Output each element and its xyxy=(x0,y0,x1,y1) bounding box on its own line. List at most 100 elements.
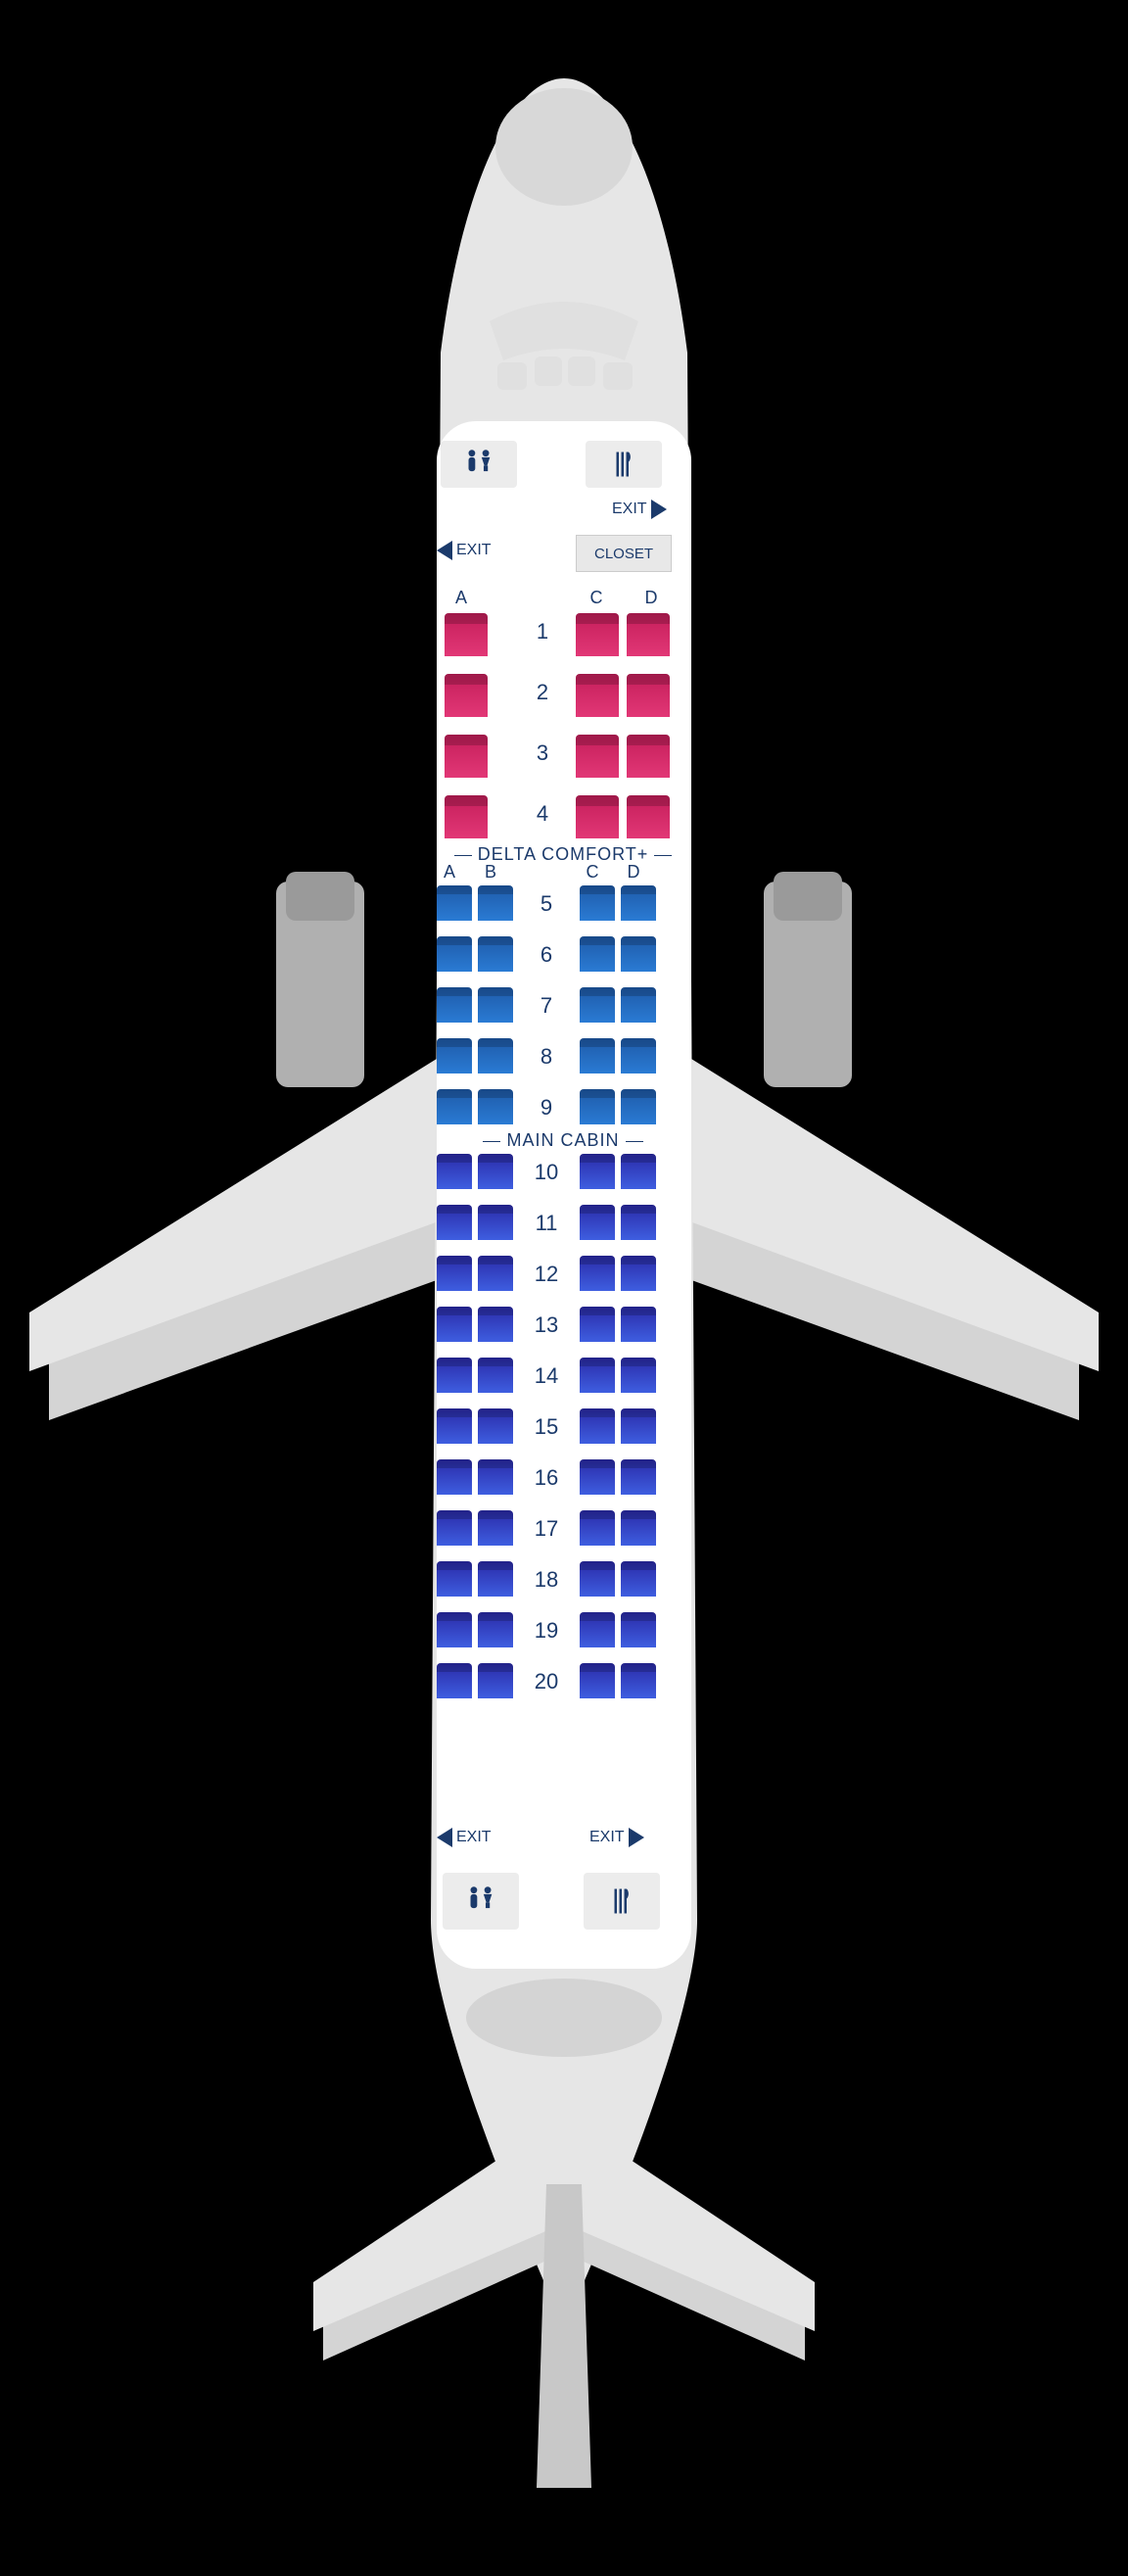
seat-19D[interactable] xyxy=(621,1612,656,1647)
seat-11C[interactable] xyxy=(580,1205,615,1240)
seat-1A[interactable] xyxy=(445,613,488,656)
seat-12A[interactable] xyxy=(437,1256,472,1291)
seat-4D[interactable] xyxy=(627,795,670,838)
seat-3A[interactable] xyxy=(445,735,488,778)
seat-18D[interactable] xyxy=(621,1561,656,1597)
seat-9D[interactable] xyxy=(621,1089,656,1124)
seat-15A[interactable] xyxy=(437,1408,472,1444)
arrow-left-icon xyxy=(437,1828,452,1847)
seat-16A[interactable] xyxy=(437,1459,472,1495)
seat-3C[interactable] xyxy=(576,735,619,778)
seat-17A[interactable] xyxy=(437,1510,472,1546)
main-cabin-label: MAIN CABIN xyxy=(431,1130,695,1151)
seat-12B[interactable] xyxy=(478,1256,513,1291)
row-number: 1 xyxy=(523,619,562,644)
seat-11D[interactable] xyxy=(621,1205,656,1240)
seat-14B[interactable] xyxy=(478,1358,513,1393)
seat-6A[interactable] xyxy=(437,936,472,972)
row-number: 7 xyxy=(527,993,566,1019)
seat-5A[interactable] xyxy=(437,885,472,921)
seat-4A[interactable] xyxy=(445,795,488,838)
col-letter-D: D xyxy=(621,862,646,883)
seat-11A[interactable] xyxy=(437,1205,472,1240)
row-number: 13 xyxy=(527,1312,566,1338)
seat-7C[interactable] xyxy=(580,987,615,1023)
seat-11B[interactable] xyxy=(478,1205,513,1240)
seat-2A[interactable] xyxy=(445,674,488,717)
seat-16C[interactable] xyxy=(580,1459,615,1495)
seat-15D[interactable] xyxy=(621,1408,656,1444)
seat-19A[interactable] xyxy=(437,1612,472,1647)
row-number: 6 xyxy=(527,942,566,968)
seat-8D[interactable] xyxy=(621,1038,656,1073)
seat-13D[interactable] xyxy=(621,1307,656,1342)
seat-18B[interactable] xyxy=(478,1561,513,1597)
row-number: 18 xyxy=(527,1567,566,1593)
seat-6D[interactable] xyxy=(621,936,656,972)
seat-2C[interactable] xyxy=(576,674,619,717)
exit-label: EXIT xyxy=(456,1829,492,1846)
seat-layer: 1234567891011121314151617181920 xyxy=(0,0,1128,2576)
seat-18A[interactable] xyxy=(437,1561,472,1597)
seat-7A[interactable] xyxy=(437,987,472,1023)
seat-16B[interactable] xyxy=(478,1459,513,1495)
seat-7D[interactable] xyxy=(621,987,656,1023)
delta-comfort-text: DELTA COMFORT+ xyxy=(478,844,649,864)
delta-comfort-label: DELTA COMFORT+ xyxy=(431,844,695,865)
seat-17B[interactable] xyxy=(478,1510,513,1546)
seat-14D[interactable] xyxy=(621,1358,656,1393)
seat-3D[interactable] xyxy=(627,735,670,778)
seat-15C[interactable] xyxy=(580,1408,615,1444)
seat-18C[interactable] xyxy=(580,1561,615,1597)
seat-1D[interactable] xyxy=(627,613,670,656)
seat-14C[interactable] xyxy=(580,1358,615,1393)
exit-aft-left: EXIT xyxy=(437,1828,492,1847)
row-number: 9 xyxy=(527,1095,566,1121)
seat-7B[interactable] xyxy=(478,987,513,1023)
seat-9A[interactable] xyxy=(437,1089,472,1124)
seat-6B[interactable] xyxy=(478,936,513,972)
col-letter-A: A xyxy=(437,862,462,883)
seat-8C[interactable] xyxy=(580,1038,615,1073)
seat-19B[interactable] xyxy=(478,1612,513,1647)
row-number: 2 xyxy=(523,680,562,705)
seat-10A[interactable] xyxy=(437,1154,472,1189)
seat-13B[interactable] xyxy=(478,1307,513,1342)
col-letter-B: B xyxy=(478,862,503,883)
seat-14A[interactable] xyxy=(437,1358,472,1393)
seat-4C[interactable] xyxy=(576,795,619,838)
seat-map-stage: EXIT EXIT CLOSET A C D 12345678910111213… xyxy=(0,0,1128,2576)
seat-8A[interactable] xyxy=(437,1038,472,1073)
exit-aft-right: EXIT xyxy=(589,1828,644,1847)
row-number: 11 xyxy=(527,1211,566,1236)
seat-17C[interactable] xyxy=(580,1510,615,1546)
seat-9C[interactable] xyxy=(580,1089,615,1124)
seat-20A[interactable] xyxy=(437,1663,472,1698)
row-number: 5 xyxy=(527,891,566,917)
seat-12D[interactable] xyxy=(621,1256,656,1291)
seat-20B[interactable] xyxy=(478,1663,513,1698)
seat-20C[interactable] xyxy=(580,1663,615,1698)
seat-12C[interactable] xyxy=(580,1256,615,1291)
seat-8B[interactable] xyxy=(478,1038,513,1073)
seat-5D[interactable] xyxy=(621,885,656,921)
seat-10C[interactable] xyxy=(580,1154,615,1189)
seat-2D[interactable] xyxy=(627,674,670,717)
seat-5C[interactable] xyxy=(580,885,615,921)
seat-13C[interactable] xyxy=(580,1307,615,1342)
seat-16D[interactable] xyxy=(621,1459,656,1495)
seat-19C[interactable] xyxy=(580,1612,615,1647)
row-number: 19 xyxy=(527,1618,566,1644)
seat-10B[interactable] xyxy=(478,1154,513,1189)
seat-17D[interactable] xyxy=(621,1510,656,1546)
seat-20D[interactable] xyxy=(621,1663,656,1698)
seat-10D[interactable] xyxy=(621,1154,656,1189)
seat-15B[interactable] xyxy=(478,1408,513,1444)
seat-13A[interactable] xyxy=(437,1307,472,1342)
row-number: 15 xyxy=(527,1414,566,1440)
seat-9B[interactable] xyxy=(478,1089,513,1124)
row-number: 17 xyxy=(527,1516,566,1542)
seat-6C[interactable] xyxy=(580,936,615,972)
seat-5B[interactable] xyxy=(478,885,513,921)
seat-1C[interactable] xyxy=(576,613,619,656)
